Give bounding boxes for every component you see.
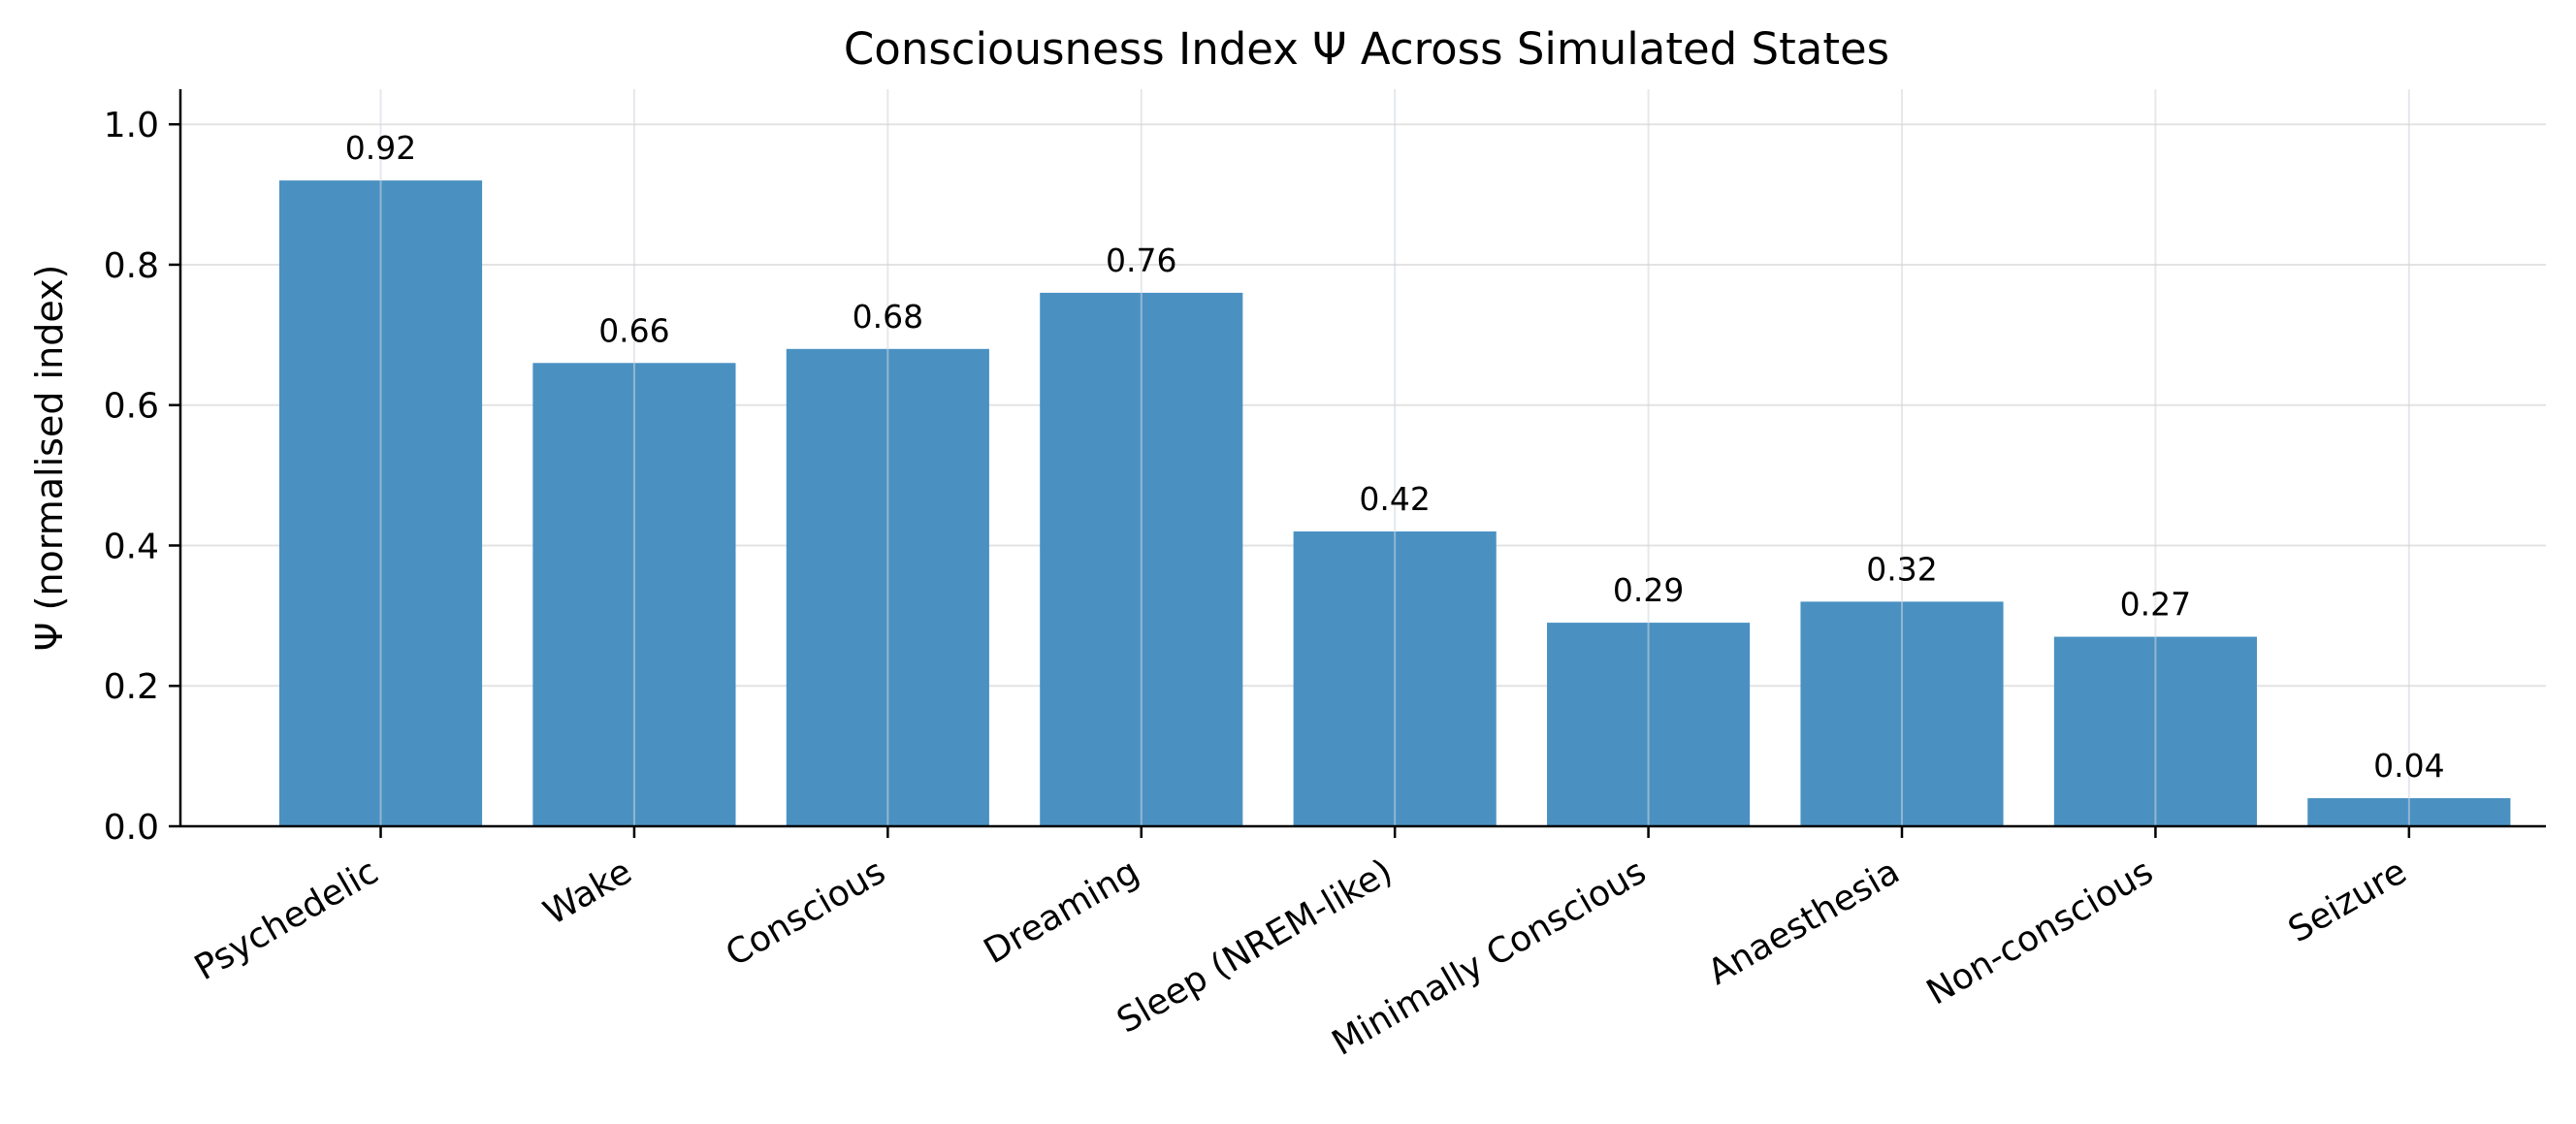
bar-value-label: 0.04 [2373, 747, 2444, 785]
bar-value-label: 0.66 [598, 311, 669, 349]
bar-value-label: 0.32 [1866, 550, 1937, 588]
y-tick-label: 0.2 [104, 667, 159, 707]
y-tick-label: 0.8 [104, 246, 159, 286]
bar-value-label: 0.27 [2120, 586, 2191, 624]
y-tick-label: 0.6 [104, 387, 159, 427]
x-tick-label: Anaesthesia [1701, 851, 1906, 993]
bar-value-label: 0.92 [345, 129, 416, 167]
x-tick-label: Wake [537, 851, 639, 933]
y-tick-label: 0.4 [104, 527, 159, 566]
x-tick-label: Psychedelic [188, 851, 385, 988]
x-tick-label: Non-conscious [1920, 851, 2160, 1012]
y-axis-label: Ψ (normalised index) [28, 265, 71, 652]
y-tick-label: 0.0 [104, 808, 159, 848]
x-tick-label: Conscious [720, 851, 892, 975]
bar-value-label: 0.29 [1613, 571, 1684, 609]
axes [169, 89, 2546, 838]
grid-overlay [379, 89, 2410, 826]
y-tick-label: 1.0 [104, 106, 159, 145]
chart-title: Consciousness Index Ψ Across Simulated S… [844, 23, 1889, 75]
x-tick-label: Seizure [2282, 851, 2414, 950]
x-tick-label: Dreaming [978, 851, 1146, 972]
bar-value-label: 0.68 [853, 298, 923, 336]
bar-value-label: 0.76 [1106, 241, 1176, 279]
bar-value-label: 0.42 [1359, 480, 1430, 518]
